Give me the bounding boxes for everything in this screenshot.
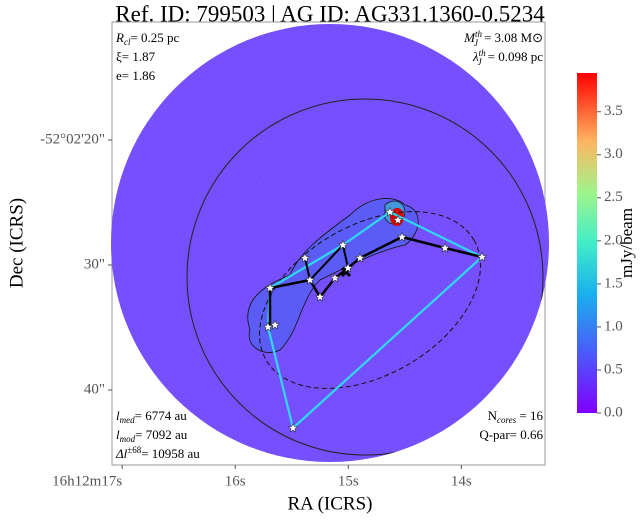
annotation: Mth J = 3.08 M⊙ (463, 29, 543, 48)
colorbar-tick-label: 1.5 (604, 275, 623, 291)
y-tick-label: 30" (84, 256, 105, 272)
x-tick-label: 16s (225, 473, 246, 489)
annotations: Rcl= 0.25 pc ξ= 1.87 e= 1.86 Mth J = 3.08 … (115, 29, 543, 461)
annotation: Rcl= 0.25 pc (115, 30, 180, 47)
y-axis-label: Dec (ICRS) (6, 198, 27, 288)
colorbar-tick-label: 3.5 (604, 103, 623, 119)
colorbar (577, 73, 597, 413)
x-tick-label: 14s (451, 473, 472, 489)
colorbar-tick-label: 0.5 (604, 361, 623, 377)
y-tick-label: 40" (84, 381, 105, 397)
annotation: λth J = 0.098 pc (472, 48, 543, 67)
annotation: lmod= 7092 au (116, 427, 188, 444)
annotation: Q-par= 0.66 (479, 427, 543, 442)
x-axis-label: RA (ICRS) (288, 493, 373, 514)
colorbar-tick-label: 3.0 (604, 146, 623, 162)
colorbar-tick-label: 2.5 (604, 189, 623, 205)
annotation: lmed= 6774 au (116, 408, 187, 425)
annotation: ξ= 1.87 (116, 49, 156, 64)
annotation: e= 1.86 (116, 68, 156, 83)
x-tick-label: 16h12m17s (52, 473, 122, 489)
colorbar-tick-label: 1.0 (604, 318, 623, 334)
y-tick-label: -52°02'20" (40, 131, 105, 147)
x-tick-label: 15s (338, 473, 359, 489)
annotation: Δl±68= 10958 au (115, 445, 200, 461)
annotation: Ncores = 16 (488, 408, 544, 425)
colorbar-tick-label: 0.0 (604, 404, 623, 420)
colorbar-tick-label: 2.0 (604, 232, 623, 248)
image (111, 24, 549, 462)
colorbar-label: mJy/beam (617, 208, 636, 278)
